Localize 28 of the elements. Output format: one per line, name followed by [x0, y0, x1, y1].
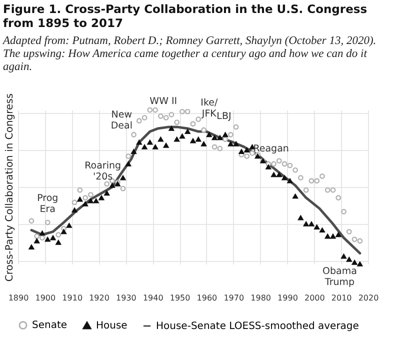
- x-tick-label: 1960: [196, 294, 218, 302]
- x-tick-label: 1970: [224, 294, 244, 302]
- x-tick-label: 1890: [8, 294, 29, 302]
- y-axis-title: Cross-Party Collaboration in Congress: [4, 93, 16, 282]
- x-tick-label: 1900: [35, 294, 56, 302]
- text: WW II: [150, 96, 178, 107]
- legend-label: House: [96, 320, 128, 332]
- legend-label: Senate: [32, 320, 68, 332]
- chart-subtitle: Adapted from: Putnam, Robert D.; Romney Garrett, Shaylyn (October 13, 2020). The upswing: How America came together a century ago and how we can do it again.: [2, 34, 378, 74]
- x-tick-label: 1910: [62, 294, 83, 302]
- x-tick-label: 1950: [170, 294, 190, 302]
- legend-label: House-Senate LOESS-smoothed average: [156, 321, 359, 332]
- annotation: Ike/ JFK: [200, 97, 218, 120]
- annotation: Roaring '20s: [84, 160, 122, 182]
- text: Obama Trump: [322, 266, 357, 288]
- annotation: Reagan: [253, 144, 289, 154]
- annotation: New Deal: [110, 110, 132, 132]
- x-tick-label: 1930: [116, 294, 136, 302]
- x-tick-label: 1990: [278, 294, 298, 302]
- chart-title: Figure 1. Cross-Party Collaboration in the U.S. Congress from 1895 to 2017: [2, 1, 368, 30]
- annotation: LBJ: [216, 111, 232, 122]
- x-tick-label: 1920: [89, 294, 110, 302]
- x-tick-label: 2000: [304, 294, 325, 302]
- x-tick-label: 1980: [250, 294, 271, 302]
- annotation: Prog Era: [37, 192, 58, 215]
- x-tick-label: 1940: [142, 294, 164, 302]
- x-tick-label: 2010: [331, 294, 352, 302]
- x-tick-label: 2020: [358, 294, 379, 302]
